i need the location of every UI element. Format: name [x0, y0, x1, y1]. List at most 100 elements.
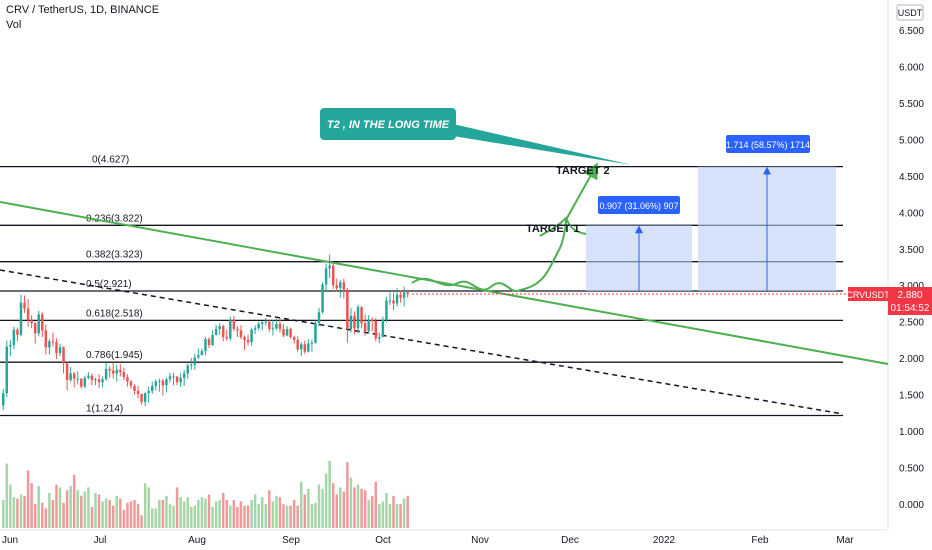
candle-body — [381, 319, 385, 338]
volume-bar — [314, 502, 317, 528]
volume-bar — [97, 494, 101, 528]
candle-body — [211, 334, 214, 346]
volume-bar — [229, 505, 232, 528]
dashed-trendline — [0, 269, 844, 415]
volume-bar — [16, 498, 19, 528]
candle-body — [126, 377, 129, 382]
candle-body — [385, 300, 388, 320]
candle-body — [158, 380, 161, 382]
volume-bar — [253, 494, 257, 528]
volume-bar — [243, 505, 246, 528]
candle-body — [122, 372, 126, 378]
candle-body — [200, 350, 204, 356]
volume-bar — [30, 483, 33, 528]
candle-body — [246, 339, 250, 343]
volume-bar — [257, 504, 260, 528]
volume-bar — [381, 501, 385, 528]
volume-bar — [151, 508, 154, 528]
candle-body — [41, 314, 44, 331]
candle-body — [69, 373, 72, 381]
volume-bar — [214, 501, 218, 528]
volume-bar — [232, 500, 236, 528]
volume-bar — [321, 488, 324, 528]
x-tick-label: Feb — [751, 535, 769, 546]
volume-bar — [193, 505, 197, 528]
volume-bar — [140, 515, 143, 528]
candle-body — [292, 337, 296, 340]
candle-body — [62, 347, 65, 364]
volume-bar — [12, 497, 16, 528]
y-tick-label: 1.500 — [899, 391, 924, 402]
volume-bar — [385, 493, 388, 528]
candle-body — [179, 377, 182, 383]
candle-body — [296, 339, 299, 350]
symbol-tag — [848, 286, 888, 301]
candle-body — [314, 323, 317, 343]
candle-body — [356, 307, 360, 329]
candle-body — [190, 364, 193, 366]
x-tick-label: Nov — [471, 535, 489, 546]
volume-bar — [218, 500, 221, 528]
candle-body — [300, 344, 303, 350]
y-tick-label: 4.000 — [899, 208, 924, 219]
y-tick-label: 4.500 — [899, 172, 924, 183]
target-box-label: 0.907 (31.06%) 907 — [599, 201, 678, 211]
candle-body — [72, 373, 76, 379]
volume-bar — [282, 504, 285, 528]
candle-body — [193, 357, 197, 365]
volume-bar — [399, 504, 402, 528]
candle-body — [48, 341, 51, 348]
volume-bar — [26, 470, 30, 528]
volume-bar — [402, 498, 406, 528]
volume-bar — [236, 507, 239, 528]
fib-label: 0.786(1.945) — [86, 350, 143, 361]
volume-bar — [72, 474, 76, 528]
volume-bar — [111, 505, 115, 528]
candle-body — [363, 323, 367, 332]
candle-body — [33, 323, 37, 334]
volume-bar — [33, 504, 37, 528]
volume-bar — [143, 483, 147, 528]
candle-body — [65, 363, 69, 381]
candle-body — [392, 300, 395, 304]
candle-body — [236, 328, 239, 331]
volume-bar — [76, 490, 79, 528]
volume-bar — [353, 487, 356, 528]
volume-bar — [349, 477, 353, 528]
candle-body — [399, 294, 402, 298]
volume-bar — [363, 490, 367, 528]
x-tick-label: 2022 — [653, 535, 676, 546]
candle-body — [324, 268, 328, 285]
volume-bar — [161, 500, 165, 528]
candle-body — [119, 369, 122, 373]
candle-body — [161, 380, 165, 386]
candle-body — [19, 302, 23, 335]
y-tick-label: 2.000 — [899, 354, 924, 365]
candle-body — [55, 342, 58, 354]
y-tick-label: 1.000 — [899, 427, 924, 438]
candle-body — [9, 345, 12, 347]
volume-bar — [278, 497, 282, 528]
volume-bar — [37, 486, 40, 528]
candle-body — [317, 312, 321, 324]
candle-body — [108, 369, 111, 371]
volume-bar — [115, 495, 119, 528]
price-tag — [888, 286, 932, 315]
volume-bar — [48, 493, 51, 528]
candle-body — [12, 329, 16, 346]
candle-body — [353, 315, 356, 329]
volume-bar — [101, 501, 104, 528]
callout-box — [320, 108, 456, 140]
candle-body — [80, 378, 83, 387]
candle-body — [388, 300, 392, 302]
candle-body — [339, 282, 342, 289]
x-tick-label: Mar — [836, 535, 854, 546]
volume-bar — [147, 487, 150, 528]
candle-body — [101, 379, 104, 383]
candle-body — [172, 376, 175, 378]
volume-bar — [90, 507, 94, 528]
volume-bar — [250, 500, 253, 528]
fib-label: 0.236(3.822) — [86, 213, 143, 224]
candle-body — [360, 307, 363, 324]
